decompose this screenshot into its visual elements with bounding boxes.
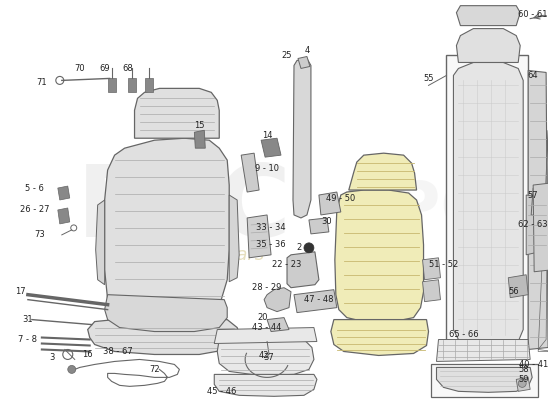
Polygon shape bbox=[533, 183, 550, 272]
Polygon shape bbox=[437, 368, 532, 392]
Polygon shape bbox=[456, 28, 520, 62]
Text: 22 - 23: 22 - 23 bbox=[272, 260, 302, 269]
Text: 69: 69 bbox=[100, 64, 110, 73]
Polygon shape bbox=[214, 328, 317, 344]
Polygon shape bbox=[309, 218, 329, 234]
Text: 5 - 6: 5 - 6 bbox=[25, 184, 45, 192]
Polygon shape bbox=[96, 200, 104, 285]
Text: EPC: EPC bbox=[77, 162, 292, 258]
Polygon shape bbox=[217, 340, 314, 375]
Polygon shape bbox=[447, 56, 528, 358]
Text: 65 - 66: 65 - 66 bbox=[449, 330, 478, 339]
Polygon shape bbox=[349, 153, 416, 190]
Text: 38 - 67: 38 - 67 bbox=[103, 347, 133, 356]
Text: 51 - 52: 51 - 52 bbox=[429, 260, 458, 269]
Polygon shape bbox=[261, 138, 281, 157]
Polygon shape bbox=[456, 6, 520, 26]
Text: 64: 64 bbox=[528, 71, 538, 80]
Polygon shape bbox=[526, 195, 548, 255]
Polygon shape bbox=[135, 88, 219, 138]
Text: EPC: EPC bbox=[347, 177, 490, 243]
Polygon shape bbox=[294, 290, 337, 313]
Text: 71: 71 bbox=[36, 78, 47, 87]
Circle shape bbox=[518, 379, 526, 387]
Polygon shape bbox=[437, 340, 530, 362]
Polygon shape bbox=[453, 62, 523, 348]
Polygon shape bbox=[431, 364, 538, 397]
Circle shape bbox=[304, 243, 314, 253]
Polygon shape bbox=[422, 258, 441, 280]
Text: 37: 37 bbox=[263, 353, 274, 362]
Text: 40 - 41: 40 - 41 bbox=[519, 360, 548, 369]
Polygon shape bbox=[241, 153, 259, 192]
Polygon shape bbox=[194, 130, 205, 148]
Text: 72: 72 bbox=[149, 365, 160, 374]
Polygon shape bbox=[247, 215, 271, 258]
Text: 7 - 8: 7 - 8 bbox=[18, 335, 37, 344]
Text: 43 - 44: 43 - 44 bbox=[252, 323, 282, 332]
Polygon shape bbox=[146, 78, 153, 92]
Text: 35 - 36: 35 - 36 bbox=[256, 240, 286, 249]
Text: 62 - 63: 62 - 63 bbox=[518, 220, 548, 230]
Polygon shape bbox=[516, 377, 530, 391]
Text: 30: 30 bbox=[322, 218, 332, 226]
Text: 17: 17 bbox=[15, 287, 25, 296]
Polygon shape bbox=[298, 56, 310, 68]
Text: 47 - 48: 47 - 48 bbox=[304, 295, 334, 304]
Text: 57: 57 bbox=[528, 190, 538, 200]
Text: 2: 2 bbox=[296, 243, 301, 252]
Text: 25: 25 bbox=[282, 51, 292, 60]
Text: 60 - 61: 60 - 61 bbox=[519, 10, 548, 19]
Text: a passion for cars: a passion for cars bbox=[105, 246, 264, 264]
Polygon shape bbox=[267, 318, 289, 332]
Text: 26 - 27: 26 - 27 bbox=[20, 206, 50, 214]
Polygon shape bbox=[293, 58, 311, 218]
Text: 4: 4 bbox=[304, 46, 310, 55]
Polygon shape bbox=[128, 78, 135, 92]
Polygon shape bbox=[319, 192, 341, 215]
Text: 28 - 29: 28 - 29 bbox=[252, 283, 282, 292]
Text: 9 - 10: 9 - 10 bbox=[255, 164, 279, 173]
Polygon shape bbox=[264, 288, 291, 312]
Polygon shape bbox=[58, 208, 70, 224]
Text: 59: 59 bbox=[518, 375, 529, 384]
Polygon shape bbox=[335, 190, 424, 322]
Text: 73: 73 bbox=[35, 230, 45, 239]
Polygon shape bbox=[58, 186, 70, 200]
Polygon shape bbox=[104, 295, 227, 332]
Text: 45 - 46: 45 - 46 bbox=[207, 387, 236, 396]
Text: 16: 16 bbox=[82, 350, 93, 359]
Text: 3: 3 bbox=[49, 353, 54, 362]
Polygon shape bbox=[422, 280, 441, 302]
Polygon shape bbox=[528, 70, 548, 350]
Polygon shape bbox=[229, 195, 239, 282]
Text: 42: 42 bbox=[259, 351, 270, 360]
Polygon shape bbox=[287, 252, 319, 288]
Text: 33 - 34: 33 - 34 bbox=[256, 224, 286, 232]
Polygon shape bbox=[508, 275, 528, 298]
Polygon shape bbox=[87, 320, 239, 354]
Polygon shape bbox=[108, 78, 115, 92]
Polygon shape bbox=[331, 320, 428, 356]
Text: 58: 58 bbox=[518, 365, 529, 374]
Polygon shape bbox=[214, 374, 317, 396]
Text: 70: 70 bbox=[74, 64, 85, 73]
Circle shape bbox=[68, 366, 76, 374]
Text: 31: 31 bbox=[23, 315, 33, 324]
Text: 15: 15 bbox=[194, 121, 205, 130]
Text: 55: 55 bbox=[424, 74, 434, 83]
Text: 56: 56 bbox=[508, 287, 519, 296]
Text: 14: 14 bbox=[262, 131, 272, 140]
Text: 20: 20 bbox=[258, 313, 268, 322]
Text: 49 - 50: 49 - 50 bbox=[326, 194, 355, 202]
Text: 68: 68 bbox=[122, 64, 133, 73]
Polygon shape bbox=[104, 138, 229, 318]
